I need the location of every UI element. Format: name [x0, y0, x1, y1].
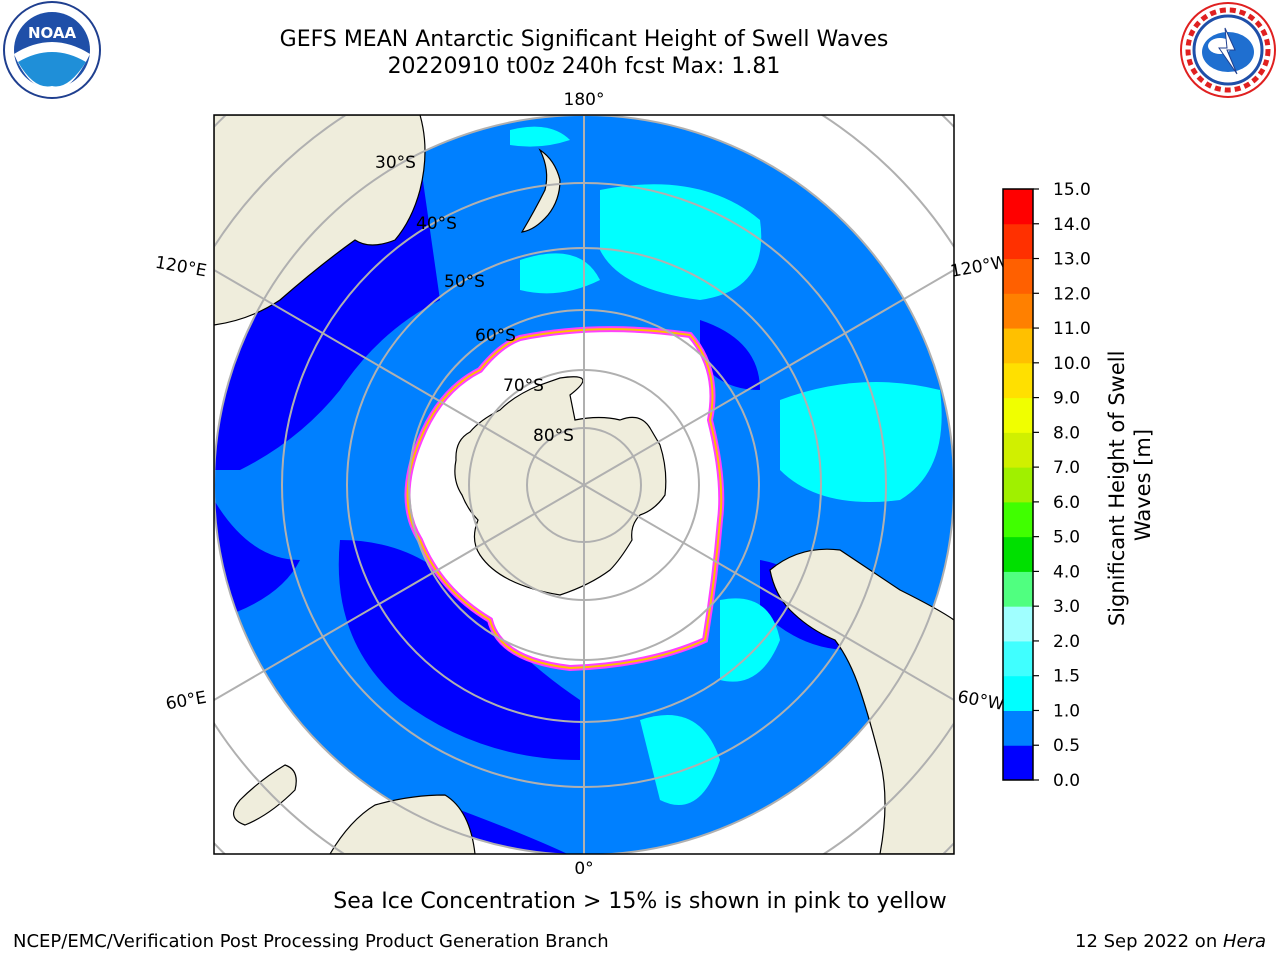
footer-credit: NCEP/EMC/Verification Post Processing Pr… — [13, 931, 609, 952]
lon-label-0: 0° — [574, 859, 593, 879]
colorbar-tick-label: 10.0 — [1053, 354, 1091, 374]
colorbar-tick-label: 13.0 — [1053, 250, 1091, 270]
lat-label-70s: 70°S — [503, 376, 544, 396]
colorbar-segment — [1003, 501, 1033, 538]
lon-label-60w: 60°W — [956, 687, 1006, 715]
map-frame — [213, 114, 955, 855]
colorbar-segment — [1003, 189, 1033, 225]
colorbar-segment — [1003, 258, 1033, 294]
lat-label-80s: 80°S — [533, 426, 574, 446]
colorbar-tick-label: 12.0 — [1053, 284, 1091, 304]
meridian-lines — [214, 115, 954, 854]
noaa-logo-icon: NOAA — [3, 1, 101, 99]
colorbar-tick-label: 8.0 — [1053, 423, 1080, 443]
noaa-logo-text: NOAA — [28, 24, 77, 42]
colorbar-tick-label: 6.0 — [1053, 493, 1080, 513]
lat-label-60s: 60°S — [475, 326, 516, 346]
colorbar-segment — [1003, 362, 1033, 399]
colorbar-segment — [1003, 606, 1033, 642]
colorbar-tick-label: 0.5 — [1053, 736, 1080, 756]
madagascar-landmass — [233, 764, 297, 826]
lon-label-120e: 120°E — [154, 253, 208, 282]
colorbar-tick-label: 7.0 — [1053, 458, 1080, 478]
footer-host: Hera — [1222, 931, 1266, 952]
colorbar-tick-label: 2.0 — [1053, 632, 1080, 652]
sea-ice-note: Sea Ice Concentration > 15% is shown in … — [333, 889, 947, 914]
colorbar-tick-label: 11.0 — [1053, 319, 1091, 339]
antarctica-landmass — [454, 376, 667, 596]
colorbar-segment — [1003, 223, 1033, 260]
footer-date: 12 Sep 2022 on Hera — [1075, 931, 1266, 952]
colorbar-segment — [1003, 745, 1033, 781]
lon-label-60e: 60°E — [164, 688, 208, 715]
lon-label-180: 180° — [564, 90, 605, 110]
colorbar-tick-label: 3.0 — [1053, 597, 1080, 617]
new-zealand-landmass — [520, 148, 561, 233]
footer-date-text: 12 Sep 2022 on — [1075, 931, 1223, 952]
colorbar-segment — [1003, 397, 1033, 433]
colorbar-segment — [1003, 293, 1033, 329]
colorbar-tick-label: 0.0 — [1053, 771, 1080, 791]
nws-logo-icon — [1180, 2, 1276, 98]
colorbar-tick-label: 4.0 — [1053, 562, 1080, 582]
lat-label-50s: 50°S — [444, 272, 485, 292]
colorbar-tick-label: 5.0 — [1053, 528, 1080, 548]
lat-label-40s: 40°S — [416, 214, 457, 234]
colorbar-segment — [1003, 710, 1033, 746]
australia-landmass — [214, 115, 426, 326]
colorbar-title: Significant Height of Swell Waves [m] — [1105, 344, 1155, 626]
colorbar-segment — [1003, 675, 1033, 711]
colorbar-segment — [1003, 328, 1033, 364]
map-title: GEFS MEAN Antarctic Significant Height o… — [279, 27, 889, 52]
colorbar-segment — [1003, 467, 1033, 503]
colorbar-frame — [1002, 188, 1034, 781]
africa-landmass — [329, 794, 476, 854]
colorbar-segment — [1003, 571, 1033, 607]
map-subtitle: 20220910 t00z 240h fcst Max: 1.81 — [387, 54, 781, 79]
colorbar-tick-label: 1.5 — [1053, 667, 1080, 687]
colorbar: 0.0 0.5 1.0 1.5 2.0 3.0 4.0 5.0 6.0 7.0 8.0 9.0 10.0… — [1002, 180, 1091, 791]
colorbar-segment — [1003, 432, 1033, 468]
colorbar-tick-label: 1.0 — [1053, 701, 1080, 721]
lon-label-120w: 120°W — [949, 252, 1010, 282]
south-america-landmass — [769, 548, 954, 854]
colorbar-tick-label: 9.0 — [1053, 389, 1080, 409]
colorbar-segment — [1003, 640, 1033, 677]
lat-label-30s: 30°S — [375, 153, 416, 173]
colorbar-tick-label: 15.0 — [1053, 180, 1091, 200]
colorbar-segment — [1003, 536, 1033, 572]
colorbar-tick-label: 14.0 — [1053, 215, 1091, 235]
